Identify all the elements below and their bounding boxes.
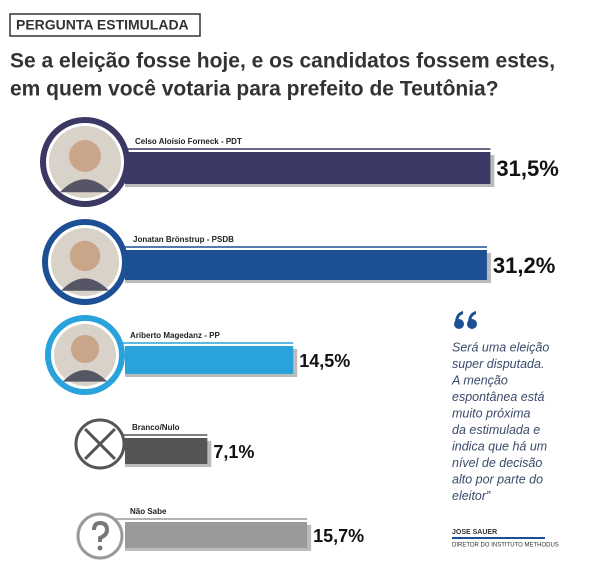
avatar-body <box>61 278 109 291</box>
avatar-head <box>69 140 101 172</box>
bar <box>125 152 491 184</box>
quote-line: A menção <box>451 373 508 387</box>
avatar-head <box>70 334 100 364</box>
quote-line: muito próxima <box>452 406 531 420</box>
category-label: Ariberto Magedanz - PP <box>130 331 220 340</box>
cross-icon <box>84 428 116 460</box>
value-label: 14,5% <box>299 351 350 371</box>
value-label: 31,5% <box>496 156 558 181</box>
author-role: DIRETOR DO INSTITUTO METHODUS <box>452 543 559 549</box>
question-icon <box>92 520 110 542</box>
bar <box>125 250 487 280</box>
quote-mark <box>454 311 477 329</box>
quote-line: indica que há um <box>452 439 547 453</box>
quote-line: alto por parte do <box>452 472 543 486</box>
author: JOSE SAUER <box>452 529 497 536</box>
category-label: Celso Aloísio Forneck - PDT <box>135 137 242 146</box>
question-dot <box>97 545 103 551</box>
kicker-box <box>9 13 201 37</box>
quote-line: eleitor” <box>452 489 491 503</box>
category-label: Jonatan Brönstrup - PSDB <box>133 235 234 244</box>
title-line: em quem você votaria para prefeito de Te… <box>10 78 499 101</box>
avatar-body <box>62 370 108 382</box>
kicker: PERGUNTA ESTIMULADA <box>16 17 189 33</box>
quote-line: super disputada. <box>452 357 544 371</box>
bar <box>125 522 308 548</box>
bar <box>125 346 294 374</box>
avatar-body <box>59 179 111 193</box>
category-label: Não Sabe <box>130 507 167 516</box>
quote-line: da estimulada e <box>452 423 540 437</box>
value-label: 31,2% <box>493 253 555 278</box>
value-label: 7,1% <box>213 442 254 462</box>
value-label: 15,7% <box>313 526 364 546</box>
title-line: Se a eleição fosse hoje, e os candidatos… <box>10 50 555 73</box>
quote-line: Será uma eleição <box>452 340 549 354</box>
category-label: Branco/Nulo <box>132 423 180 432</box>
avatar-head <box>69 240 101 272</box>
quote-line: espontânea está <box>452 390 544 404</box>
quote-line: nível de decisão <box>452 456 542 470</box>
bar <box>125 438 208 464</box>
